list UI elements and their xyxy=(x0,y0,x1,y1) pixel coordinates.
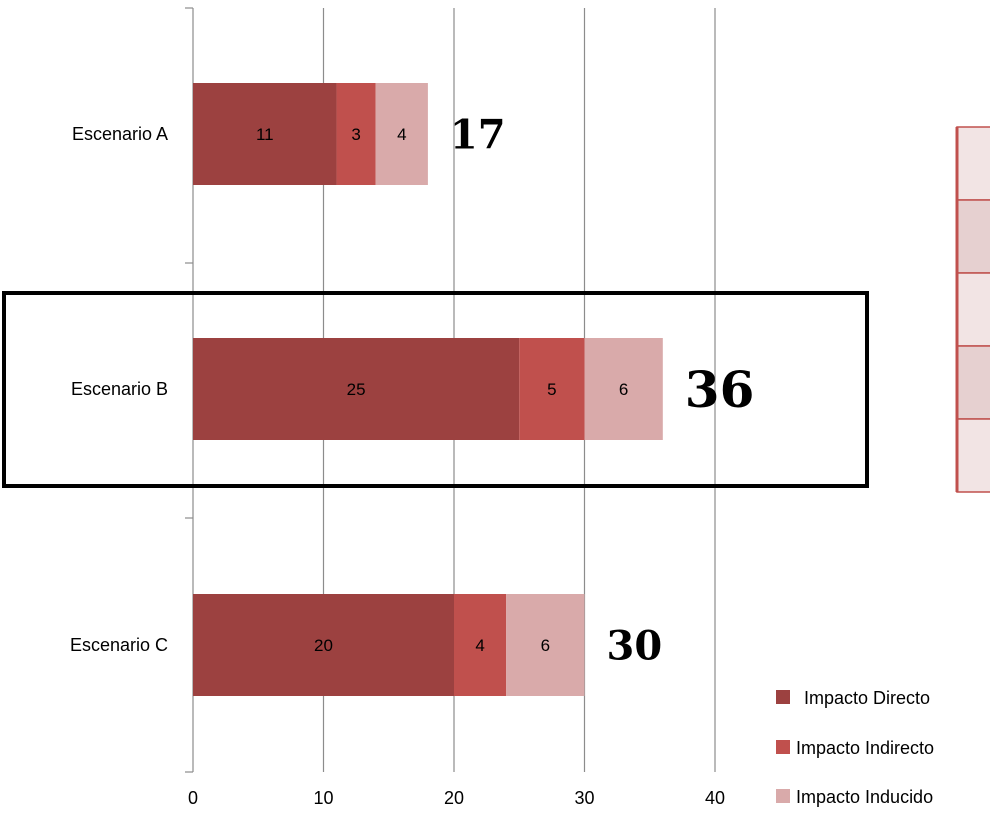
bar-value-label: 20 xyxy=(314,636,333,655)
x-tick-label: 10 xyxy=(313,788,333,808)
bar-value-label: 3 xyxy=(351,125,360,144)
bar-escenario-c-impacto-indirecto xyxy=(454,594,507,696)
legend-label-impacto-directo: Impacto Directo xyxy=(804,688,930,708)
table-row xyxy=(956,199,990,274)
legend-label-impacto-inducido: Impacto Inducido xyxy=(796,787,933,807)
bar-value-label: 4 xyxy=(475,636,484,655)
bar-escenario-c-impacto-inducido xyxy=(506,594,585,696)
bar-value-label: 25 xyxy=(347,380,366,399)
table-row xyxy=(956,345,990,420)
bar-value-label: 5 xyxy=(547,380,556,399)
x-tick-label: 30 xyxy=(574,788,594,808)
x-tick-label: 40 xyxy=(705,788,725,808)
bar-escenario-a-impacto-directo xyxy=(193,83,337,185)
category-label-escenario-c: Escenario C xyxy=(70,635,168,655)
side-table xyxy=(955,126,990,493)
table-row xyxy=(956,272,990,347)
total-label-escenario-a: 17 xyxy=(450,111,506,158)
highlight-box-escenario-b xyxy=(2,291,869,488)
bar-escenario-b-impacto-directo xyxy=(193,338,520,440)
labels: 0 10 20 30 40 11 3 4 Escenario A 17 25 5 6 Escenario … xyxy=(70,111,754,808)
bar-escenario-b-impacto-inducido xyxy=(584,338,663,440)
table-row xyxy=(956,418,990,493)
table-row xyxy=(956,126,990,201)
bar-escenario-b-impacto-indirecto xyxy=(519,338,585,440)
x-tick-label: 20 xyxy=(444,788,464,808)
legend-swatch-impacto-indirecto xyxy=(776,740,790,754)
bars xyxy=(193,83,663,696)
axes xyxy=(185,7,194,773)
legend-swatch-impacto-inducido xyxy=(776,789,790,803)
legend: Impacto Directo Impacto Indirecto Impacto … xyxy=(776,688,934,807)
x-tick-label: 0 xyxy=(188,788,198,808)
bar-value-label: 6 xyxy=(619,380,628,399)
bar-value-label: 4 xyxy=(397,125,406,144)
total-label-escenario-b: 36 xyxy=(685,360,755,419)
legend-swatch-impacto-directo xyxy=(776,690,790,704)
bar-value-label: 6 xyxy=(541,636,550,655)
category-label-escenario-b: Escenario B xyxy=(71,379,168,399)
bar-escenario-c-impacto-directo xyxy=(193,594,454,696)
total-label-escenario-c: 30 xyxy=(607,622,663,669)
bar-value-label: 11 xyxy=(256,125,274,144)
bar-escenario-a-impacto-indirecto xyxy=(336,83,376,185)
bar-escenario-a-impacto-inducido xyxy=(375,83,428,185)
legend-label-impacto-indirecto: Impacto Indirecto xyxy=(796,738,934,758)
category-label-escenario-a: Escenario A xyxy=(72,124,168,144)
